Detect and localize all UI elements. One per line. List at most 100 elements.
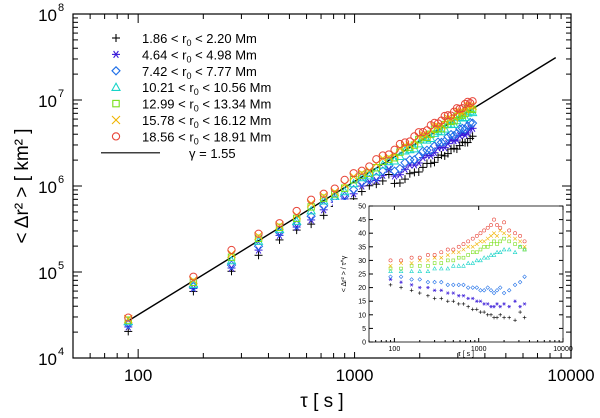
inset-data-point: [417, 258, 422, 263]
inset-data-point: [445, 247, 450, 252]
inset-data-point: [512, 282, 518, 288]
inset-data-point: [451, 282, 456, 288]
data-point: [468, 97, 477, 106]
inset-data-point: [451, 250, 456, 255]
legend-marker-cross: [111, 115, 121, 125]
inset-x-tick-label: 100: [389, 346, 401, 353]
legend-marker-plus: [112, 34, 120, 42]
inset-series-diamond: [388, 274, 527, 296]
data-point: [364, 174, 375, 185]
inset-data-point: [470, 285, 475, 290]
inset-data-point: [489, 313, 493, 317]
inset-data-point: [475, 299, 479, 303]
data-point: [254, 229, 263, 238]
legend-entry-label: 10.21 < r0 < 10.56 Mm: [142, 80, 271, 97]
data-point: [356, 172, 367, 182]
data-point: [254, 251, 263, 260]
inset-data-point: [456, 282, 461, 288]
inset-data-point: [485, 255, 491, 260]
inset-data-point: [513, 236, 518, 241]
inset-data-point: [399, 261, 404, 266]
data-point: [275, 219, 284, 228]
data-point: [466, 104, 474, 113]
data-point: [384, 150, 393, 159]
inset-data-point: [482, 302, 486, 306]
inset-data-point: [518, 310, 522, 314]
inset-data-point: [482, 228, 487, 233]
data-point: [254, 231, 263, 241]
inset-data-point: [432, 266, 437, 271]
inset-data-point: [501, 290, 507, 296]
main-y-axis-label: < Δr² > [ km² ]: [12, 128, 33, 243]
legend-fit-label: γ = 1.55: [189, 146, 236, 161]
inset-data-point: [398, 274, 404, 279]
inset-data-point: [518, 304, 522, 309]
inset-series-asterisk: [388, 277, 527, 309]
inset-data-point: [470, 260, 476, 265]
inset-data-point: [432, 279, 437, 285]
data-point: [401, 175, 410, 184]
inset-data-point: [474, 257, 480, 263]
inset-axes: 100 1000 10000 0 5 10 15 20 25 30 35 40 45 50: [358, 204, 573, 354]
inset-data-point: [426, 253, 430, 257]
data-point: [389, 166, 400, 176]
inset-data-point: [456, 263, 462, 268]
data-point: [405, 169, 414, 178]
data-point: [365, 162, 374, 171]
data-point: [414, 151, 424, 162]
inset-data-point: [399, 258, 403, 263]
inset-data-point: [409, 264, 414, 268]
inset-y-tick-label: 5: [362, 326, 366, 333]
inset-data-point: [502, 231, 507, 236]
inset-data-point: [451, 291, 456, 295]
inset-data-point: [502, 220, 506, 225]
y-tick-label: 10: [38, 6, 57, 25]
inset-data-point: [466, 239, 471, 244]
inset-data-point: [513, 318, 517, 323]
y-tick-exponent: 7: [58, 88, 64, 100]
inset-data-point: [445, 266, 451, 271]
inset-y-tick-label: 10: [358, 312, 366, 319]
data-point: [318, 195, 329, 205]
data-point: [390, 172, 399, 180]
data-point: [319, 191, 329, 201]
y-tick-exponent: 4: [58, 346, 64, 358]
inset-data-point: [425, 258, 430, 263]
data-point: [414, 167, 423, 176]
inset-y-axis-label: < Δr² > / τ^γ: [341, 255, 348, 292]
data-point: [357, 168, 367, 178]
inset-data-point: [461, 294, 466, 298]
y-tick-exponent: 8: [58, 2, 64, 14]
data-point: [274, 224, 285, 233]
data-point: [254, 234, 263, 243]
series-circle: [124, 97, 477, 322]
data-point: [440, 111, 449, 121]
data-point: [291, 220, 302, 230]
data-point: [422, 126, 432, 135]
inset-data-point: [445, 282, 451, 288]
inset-data-point: [445, 291, 450, 295]
inset-data-point: [498, 228, 503, 233]
y-tick-exponent: 6: [58, 174, 64, 186]
inset-data-point: [482, 310, 486, 314]
inset-data-point: [470, 307, 475, 312]
data-point: [357, 187, 366, 196]
inset-data-point: [485, 245, 490, 249]
inset-data-point: [474, 234, 479, 238]
inset-data-point: [439, 279, 444, 285]
inset-data-point: [522, 247, 527, 252]
inset-data-point: [432, 288, 437, 293]
inset-data-point: [399, 266, 403, 271]
inset-data-point: [507, 233, 512, 238]
inset-data-point: [456, 250, 461, 255]
inset-data-point: [432, 253, 437, 257]
data-point: [452, 104, 461, 113]
inset-data-point: [507, 315, 511, 320]
inset-data-point: [388, 258, 393, 263]
data-point: [275, 231, 284, 240]
inset-series-square: [388, 236, 527, 271]
data-point: [433, 121, 443, 131]
inset-data-point: [495, 223, 499, 227]
inset-data-point: [498, 313, 503, 317]
data-point: [443, 139, 452, 148]
